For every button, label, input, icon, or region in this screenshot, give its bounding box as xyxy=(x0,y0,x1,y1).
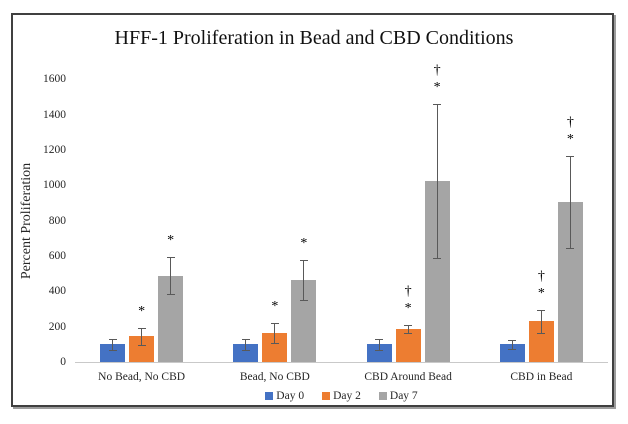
bar-day-0-cbd-around-bead xyxy=(366,344,392,362)
legend: Day 0 Day 2 Day 7 xyxy=(75,388,608,404)
x-axis-line xyxy=(75,362,608,363)
significance-annotation-day-7-bead-no-cbd: * xyxy=(292,235,316,252)
error-bar-day-7-cbd-around-bead xyxy=(436,104,438,258)
error-bar-day-2-cbd-in-bead xyxy=(540,310,542,333)
error-cap-bottom-day-2-bead-no-cbd xyxy=(270,343,279,345)
category-label-cbd-in-bead: CBD in Bead xyxy=(510,371,573,383)
error-cap-bottom-day-2-cbd-around-bead xyxy=(404,333,413,335)
legend-marker-day-7 xyxy=(378,392,387,400)
error-bar-day-7-cbd-in-bead xyxy=(569,156,571,249)
error-cap-bottom-day-0-bead-no-cbd xyxy=(241,350,250,352)
y-tick-label-1200: 1200 xyxy=(43,144,66,157)
error-cap-top-day-0-bead-no-cbd xyxy=(241,338,250,340)
legend-label-day-7: Day 7 xyxy=(389,390,418,402)
asterisk-symbol-day-2-cbd-around-bead: * xyxy=(404,301,412,317)
error-cap-top-day-7-no-bead-no-cbd xyxy=(166,257,175,259)
legend-item-day-2: Day 2 xyxy=(322,389,361,403)
y-tick-label-400: 400 xyxy=(48,285,66,298)
error-cap-top-day-7-bead-no-cbd xyxy=(299,259,308,261)
dagger-symbol-day-7-cbd-in-bead: † xyxy=(566,115,574,131)
bar-day-0-bead-no-cbd xyxy=(233,344,259,362)
error-bar-day-2-no-bead-no-cbd xyxy=(141,327,143,345)
error-bar-day-0-bead-no-cbd xyxy=(245,338,247,351)
error-cap-bottom-day-7-bead-no-cbd xyxy=(299,300,308,302)
error-cap-top-day-2-bead-no-cbd xyxy=(270,322,279,324)
chart-title: HFF-1 Proliferation in Bead and CBD Cond… xyxy=(114,27,514,49)
legend-item-day-7: Day 7 xyxy=(378,389,418,403)
error-cap-top-day-2-cbd-in-bead xyxy=(537,310,546,312)
dagger-symbol-day-2-cbd-in-bead: † xyxy=(537,269,545,285)
asterisk-symbol-day-7-no-bead-no-cbd: * xyxy=(167,233,175,249)
significance-annotation-day-7-no-bead-no-cbd: * xyxy=(159,232,183,249)
significance-annotation-day-2-cbd-around-bead: † * xyxy=(396,283,420,317)
y-tick-label-0: 0 xyxy=(60,356,66,368)
error-bar-day-0-no-bead-no-cbd xyxy=(112,339,114,350)
error-cap-bottom-day-7-no-bead-no-cbd xyxy=(166,294,175,296)
significance-annotation-day-2-no-bead-no-cbd: * xyxy=(130,303,154,320)
asterisk-symbol-day-7-cbd-in-bead: * xyxy=(566,132,574,148)
category-label-no-bead-no-cbd: No Bead, No CBD xyxy=(98,371,186,383)
legend-label-day-0: Day 0 xyxy=(276,390,305,402)
error-cap-bottom-day-0-cbd-in-bead xyxy=(508,349,517,351)
y-tick-label-600: 600 xyxy=(48,250,66,263)
significance-annotation-day-2-bead-no-cbd: * xyxy=(263,298,287,315)
error-cap-top-day-0-cbd-in-bead xyxy=(508,339,517,341)
error-bar-day-7-no-bead-no-cbd xyxy=(170,257,172,295)
bar-day-0-no-bead-no-cbd xyxy=(100,344,126,362)
error-cap-bottom-day-7-cbd-around-bead xyxy=(433,257,442,259)
error-cap-bottom-day-7-cbd-in-bead xyxy=(566,248,575,250)
category-label-cbd-around-bead: CBD Around Bead xyxy=(364,371,452,383)
error-cap-bottom-day-2-no-bead-no-cbd xyxy=(137,344,146,346)
legend-marker-day-0 xyxy=(265,392,274,400)
y-tick-label-800: 800 xyxy=(48,214,66,227)
asterisk-symbol-day-2-cbd-in-bead: * xyxy=(537,286,545,302)
y-tick-label-1000: 1000 xyxy=(43,179,66,192)
error-bar-day-0-cbd-around-bead xyxy=(378,339,380,350)
legend-marker-day-2 xyxy=(322,392,331,400)
dagger-symbol-day-7-cbd-around-bead: † xyxy=(433,63,441,79)
error-cap-top-day-0-no-bead-no-cbd xyxy=(108,339,117,341)
bar-day-0-cbd-in-bead xyxy=(499,344,525,362)
error-cap-bottom-day-0-cbd-around-bead xyxy=(375,349,384,351)
error-bar-day-0-cbd-in-bead xyxy=(511,339,513,350)
legend-item-day-0: Day 0 xyxy=(265,389,304,403)
asterisk-symbol-day-2-no-bead-no-cbd: * xyxy=(138,303,146,319)
error-cap-bottom-day-2-cbd-in-bead xyxy=(537,332,546,334)
error-cap-top-day-2-cbd-around-bead xyxy=(404,325,413,327)
error-bar-day-2-bead-no-cbd xyxy=(274,322,276,344)
significance-annotation-day-2-cbd-in-bead: † * xyxy=(529,268,553,302)
legend-label-day-2: Day 2 xyxy=(333,390,361,402)
dagger-symbol-day-2-cbd-around-bead: † xyxy=(404,284,412,300)
error-cap-bottom-day-0-no-bead-no-cbd xyxy=(108,349,117,351)
y-tick-label-1400: 1400 xyxy=(43,108,66,121)
asterisk-symbol-day-2-bead-no-cbd: * xyxy=(271,298,279,314)
error-cap-top-day-7-cbd-in-bead xyxy=(566,156,575,158)
category-label-bead-no-cbd: Bead, No CBD xyxy=(239,371,310,383)
error-cap-top-day-0-cbd-around-bead xyxy=(375,339,384,341)
bar-day-2-cbd-around-bead xyxy=(395,329,421,362)
y-tick-label-200: 200 xyxy=(48,320,66,333)
significance-annotation-day-7-cbd-around-bead: † * xyxy=(425,62,449,96)
error-cap-top-day-2-no-bead-no-cbd xyxy=(137,327,146,329)
error-bar-day-7-bead-no-cbd xyxy=(303,259,305,301)
error-bar-day-2-cbd-around-bead xyxy=(407,325,409,334)
y-tick-label-1600: 1600 xyxy=(43,73,66,86)
error-cap-top-day-7-cbd-around-bead xyxy=(433,104,442,106)
asterisk-symbol-day-7-cbd-around-bead: * xyxy=(433,80,441,96)
asterisk-symbol-day-7-bead-no-cbd: * xyxy=(300,235,308,251)
significance-annotation-day-7-cbd-in-bead: † * xyxy=(558,114,582,148)
